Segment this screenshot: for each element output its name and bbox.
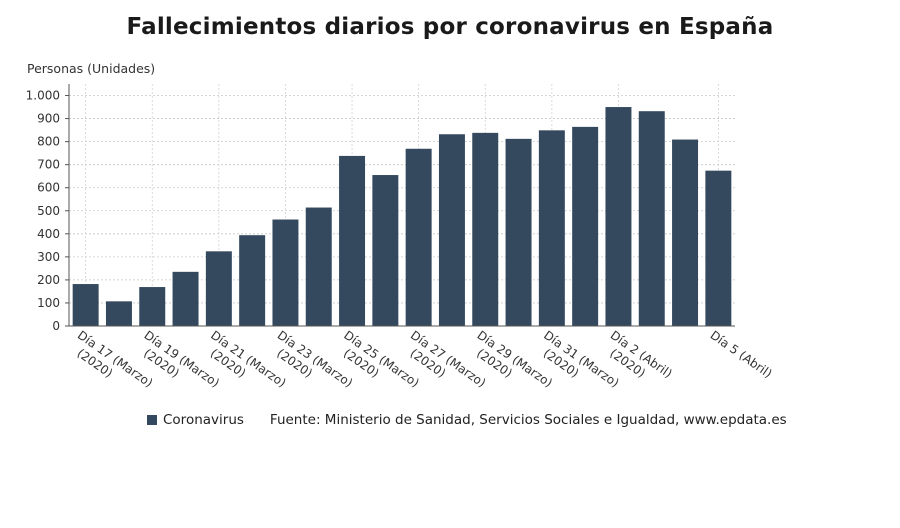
bar: [505, 138, 532, 326]
bar: [472, 132, 499, 326]
legend-swatch: [147, 415, 157, 425]
bar: [638, 111, 665, 326]
grid-lines: [69, 84, 735, 326]
legend-series-label: Coronavirus: [163, 412, 244, 428]
y-axis-label: Personas (Unidades): [27, 61, 155, 76]
source-note: Fuente: Ministerio de Sanidad, Servicios…: [269, 412, 787, 428]
y-tick-label: 200: [37, 273, 60, 287]
y-tick-label: 300: [37, 250, 60, 264]
x-axis-ticks: Día 17 (Marzo)(2020) Día 19 (Marzo)(2020)…: [75, 328, 775, 390]
bar: [438, 134, 465, 326]
bar: [272, 219, 299, 326]
bar: [105, 301, 132, 326]
y-tick-label: 100: [37, 296, 60, 310]
bar: [305, 207, 332, 326]
bar: [705, 170, 732, 326]
y-tick-label: 400: [37, 227, 60, 241]
chart-title: Fallecimientos diarios por coronavirus e…: [126, 14, 774, 40]
x-tick-label: Día 5 (Abril): [708, 328, 775, 381]
bar: [172, 271, 199, 326]
bar: [572, 126, 599, 327]
bar: [139, 287, 166, 326]
bar: [605, 107, 632, 326]
y-axis-ticks: 0 100 200 300 400 500 600 700 800 900 1.000: [26, 89, 69, 333]
y-tick-label: 500: [37, 204, 60, 218]
bars: [72, 107, 732, 327]
legend: Coronavirus Fuente: Ministerio de Sanida…: [147, 412, 787, 428]
bar: [339, 155, 366, 326]
bar: [672, 139, 699, 326]
x-tick-label-line1: Día 5 (Abril): [708, 328, 775, 381]
y-tick-label: 600: [37, 181, 60, 195]
bar: [405, 148, 432, 326]
bar: [372, 175, 399, 326]
y-tick-label: 700: [37, 158, 60, 172]
bar: [72, 284, 99, 326]
bar: [239, 235, 266, 326]
y-tick-label: 800: [37, 135, 60, 149]
y-tick-label: 1.000: [26, 89, 60, 103]
axes: [68, 84, 735, 327]
bar: [205, 251, 232, 326]
bar: [538, 130, 565, 326]
y-tick-label: 0: [52, 319, 60, 333]
y-tick-label: 900: [37, 112, 60, 126]
